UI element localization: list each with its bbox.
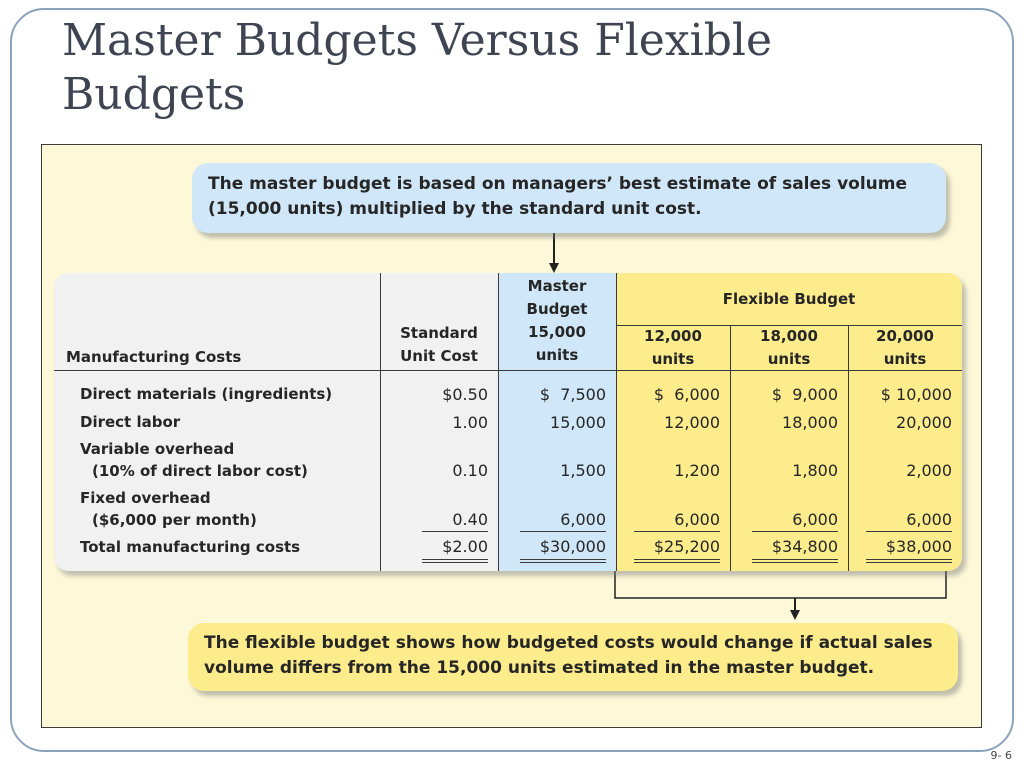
- header-rule: [54, 370, 962, 371]
- flexible-budget-columns-highlight: [616, 273, 962, 571]
- flexible-callout-line-2: volume differs from the 15,000 units est…: [204, 658, 875, 678]
- flexible-budget-header: Flexible Budget: [722, 290, 856, 308]
- row-label-direct-labor: Direct labor: [80, 413, 181, 431]
- flexible-20000-header: 20,000 units: [876, 327, 934, 368]
- cell: $ 6,000: [653, 385, 720, 404]
- budget-figure: The master budget is based on managers’ …: [41, 144, 982, 728]
- standard-unit-cost-header: Standard Unit Cost: [400, 324, 478, 365]
- cell: 12,000: [664, 413, 720, 432]
- column-divider: [730, 325, 731, 571]
- total-double-underline: [634, 559, 720, 560]
- page-number: 9- 6: [990, 749, 1012, 762]
- column-divider: [498, 273, 499, 571]
- subtotal-underline: [634, 531, 720, 532]
- budget-table: Manufacturing Costs Standard Unit Cost M…: [54, 273, 962, 571]
- master-budget-callout: The master budget is based on managers’ …: [192, 163, 946, 233]
- cell: $ 9,000: [771, 385, 838, 404]
- row-label-variable-overhead: Variable overhead: [80, 440, 235, 458]
- cell: $0.50: [442, 385, 488, 404]
- cell: $25,200: [653, 537, 720, 556]
- master-budget-header: Master Budget 15,000 units: [526, 277, 588, 364]
- cell: 6,000: [674, 510, 720, 529]
- total-double-underline: [752, 559, 838, 560]
- cell: $38,000: [885, 537, 952, 556]
- subtotal-underline: [866, 531, 952, 532]
- total-double-underline: [752, 562, 838, 563]
- flexible-12000-header: 12,000 units: [644, 327, 702, 368]
- column-divider: [848, 325, 849, 571]
- cell: 1,500: [560, 461, 606, 480]
- row-label-fixed-overhead: Fixed overhead: [80, 489, 211, 507]
- total-double-underline: [520, 559, 606, 560]
- master-callout-line-1: The master budget is based on managers’ …: [208, 174, 908, 194]
- column-divider: [616, 273, 617, 571]
- row-label-total: Total manufacturing costs: [80, 538, 301, 556]
- total-double-underline: [866, 562, 952, 563]
- flexible-18000-header: 18,000 units: [760, 327, 818, 368]
- slide-title-line-2: Budgets: [62, 69, 246, 120]
- cell: $34,800: [771, 537, 838, 556]
- subtotal-underline: [422, 531, 488, 532]
- cell: 0.10: [452, 461, 488, 480]
- cell: 2,000: [906, 461, 952, 480]
- subtotal-underline: [520, 531, 606, 532]
- cell: 1,200: [674, 461, 720, 480]
- manufacturing-costs-header: Manufacturing Costs: [66, 348, 242, 366]
- flexible-budget-callout: The flexible budget shows how budgeted c…: [188, 623, 958, 691]
- cell: $2.00: [442, 537, 488, 556]
- slide-frame: [10, 8, 1014, 752]
- cell: 0.40: [452, 510, 488, 529]
- cell: 1,800: [792, 461, 838, 480]
- slide-title: Master Budgets Versus Flexible Budgets: [62, 14, 962, 122]
- total-double-underline: [422, 562, 488, 563]
- row-label-direct-materials: Direct materials (ingredients): [80, 385, 333, 403]
- cell: 18,000: [782, 413, 838, 432]
- cell: 20,000: [896, 413, 952, 432]
- total-double-underline: [634, 562, 720, 563]
- flexible-header-rule: [616, 325, 962, 326]
- total-double-underline: [422, 559, 488, 560]
- connector-arrows: [549, 233, 947, 620]
- master-budget-column-highlight: [498, 273, 616, 571]
- slide-title-line-1: Master Budgets Versus Flexible: [62, 15, 772, 66]
- cell: 6,000: [906, 510, 952, 529]
- flexible-callout-line-1: The flexible budget shows how budgeted c…: [204, 633, 933, 653]
- cell: 1.00: [452, 413, 488, 432]
- cell: 15,000: [550, 413, 606, 432]
- total-double-underline: [520, 562, 606, 563]
- row-label-fixed-overhead-detail: ($6,000 per month): [92, 511, 257, 529]
- row-label-variable-overhead-detail: (10% of direct labor cost): [92, 462, 308, 480]
- cell: $ 10,000: [880, 385, 952, 404]
- subtotal-underline: [752, 531, 838, 532]
- cell: 6,000: [560, 510, 606, 529]
- column-divider: [380, 273, 381, 571]
- cell: $30,000: [539, 537, 606, 556]
- cell: 6,000: [792, 510, 838, 529]
- master-callout-line-2: (15,000 units) multiplied by the standar…: [208, 199, 702, 219]
- cell: $ 7,500: [539, 385, 606, 404]
- total-double-underline: [866, 559, 952, 560]
